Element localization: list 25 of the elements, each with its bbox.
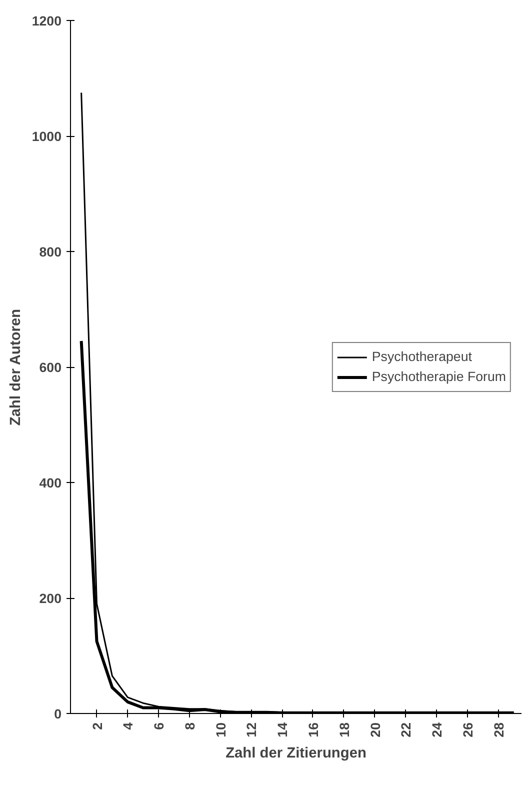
x-tick-label: 18 bbox=[336, 722, 352, 738]
y-tick-label: 0 bbox=[54, 706, 62, 722]
legend-label: Psychotherapie Forum bbox=[372, 369, 506, 384]
y-tick-label: 400 bbox=[39, 476, 62, 490]
y-tick-label: 600 bbox=[39, 360, 62, 375]
x-tick-label: 22 bbox=[398, 722, 414, 738]
x-tick-label: 6 bbox=[152, 722, 167, 730]
x-tick-label: 28 bbox=[491, 722, 506, 738]
y-axis-title: Zahl der Autoren bbox=[8, 308, 24, 426]
x-tick-label: 2 bbox=[90, 722, 105, 730]
x-tick-label: 16 bbox=[306, 722, 321, 738]
x-tick-label: 4 bbox=[120, 722, 136, 730]
y-tick-label: 200 bbox=[39, 591, 62, 606]
x-axis-title: Zahl der Zitierungen bbox=[226, 745, 366, 762]
x-tick-label: 14 bbox=[275, 722, 290, 738]
x-tick-label: 20 bbox=[368, 722, 383, 738]
y-tick-label: 1200 bbox=[32, 14, 62, 28]
legend-label: Psychotherapeut bbox=[372, 349, 472, 364]
y-tick-label: 800 bbox=[39, 244, 62, 260]
x-tick-label: 10 bbox=[213, 722, 228, 738]
x-tick-label: 24 bbox=[430, 722, 445, 738]
x-tick-label: 12 bbox=[244, 722, 260, 738]
x-tick-label: 26 bbox=[460, 722, 476, 738]
x-tick-label: 8 bbox=[182, 722, 198, 730]
y-tick-label: 1000 bbox=[32, 129, 62, 144]
